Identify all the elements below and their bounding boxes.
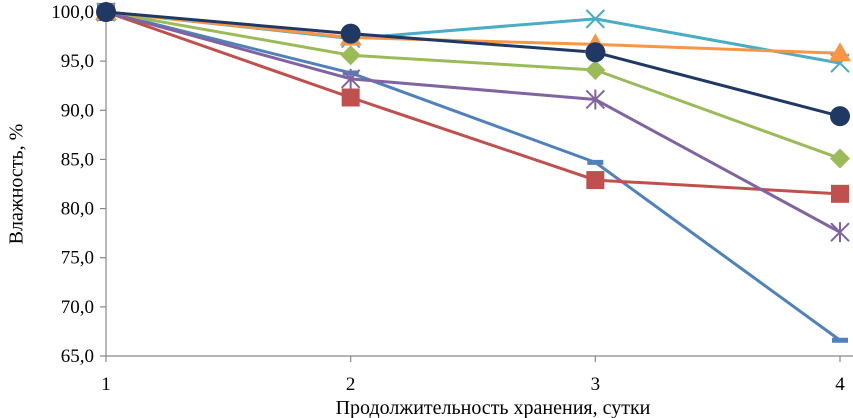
data-point-diamond — [830, 148, 850, 169]
data-point-dash — [832, 337, 848, 343]
y-tick-label: 85,0 — [61, 149, 94, 170]
y-tick-label: 90,0 — [61, 100, 94, 121]
series-7 — [105, 10, 841, 118]
data-point-star — [585, 89, 606, 110]
x-tick-label: 4 — [835, 374, 845, 395]
data-point-circle — [585, 42, 606, 63]
x-ticks: 1 2 3 4 — [101, 356, 845, 395]
series-line — [105, 10, 841, 65]
data-point-x — [585, 9, 606, 29]
y-tick-label: 65,0 — [61, 346, 94, 367]
y-axis-title: Влажность, % — [6, 124, 28, 245]
x-tick-label: 1 — [101, 374, 111, 395]
data-point-circle — [830, 106, 850, 127]
y-tick-label: 100,0 — [51, 2, 94, 23]
series-3-markers — [96, 2, 850, 169]
x-tick-label: 3 — [591, 374, 601, 395]
series-line — [105, 10, 841, 118]
data-point-square — [831, 184, 849, 203]
data-point-triangle — [829, 42, 851, 62]
data-point-star — [340, 68, 361, 89]
series-2-markers — [97, 3, 849, 203]
series-3 — [105, 10, 841, 160]
data-point-square — [586, 171, 605, 190]
y-tick-label: 95,0 — [61, 51, 94, 72]
series-1 — [105, 10, 841, 342]
x-axis-title: Продолжительность хранения, сутки — [336, 397, 651, 418]
data-point-square — [341, 88, 360, 107]
data-point-circle — [340, 23, 361, 44]
series-4 — [105, 10, 841, 234]
data-point-star — [830, 222, 850, 243]
y-tick-label: 80,0 — [61, 199, 94, 220]
y-ticks: 65,0 70,0 75,0 80,0 85,0 90,0 95,0 100,0 — [51, 2, 106, 367]
y-tick-label: 70,0 — [61, 297, 94, 318]
series-layer — [95, 1, 851, 343]
series-6 — [105, 10, 841, 55]
series-line — [105, 10, 841, 160]
data-point-dash — [587, 159, 604, 165]
data-point-diamond — [585, 59, 606, 80]
x-tick-label: 2 — [346, 374, 356, 395]
y-tick-label: 75,0 — [61, 248, 94, 269]
series-7-markers — [96, 2, 850, 127]
series-5 — [105, 10, 841, 65]
series-2 — [105, 10, 841, 196]
data-point-circle — [96, 2, 116, 22]
series-line — [105, 10, 841, 234]
data-point-diamond — [340, 45, 361, 66]
series-line — [105, 10, 841, 342]
series-line — [105, 10, 841, 55]
axes — [105, 12, 853, 357]
series-line — [105, 10, 841, 196]
